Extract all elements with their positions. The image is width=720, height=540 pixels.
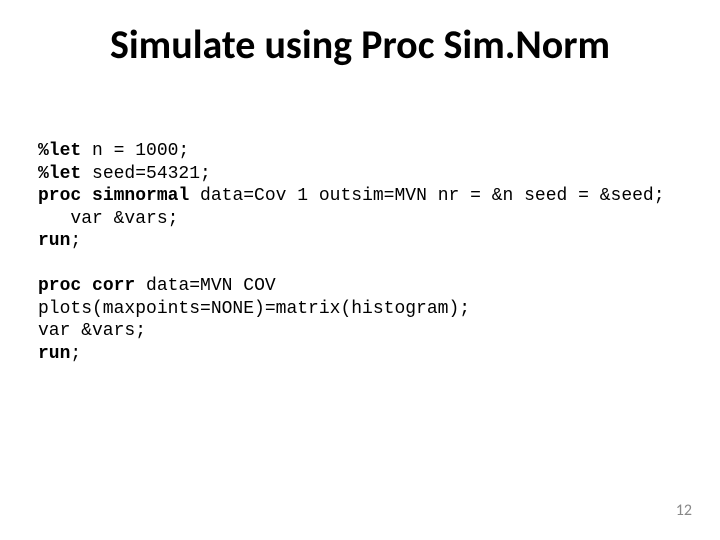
kw-let-1: %let	[38, 141, 81, 161]
code-text: n = 1000;	[81, 141, 189, 161]
code-text: ;	[70, 231, 81, 251]
code-line-1: %let n = 1000;	[38, 141, 189, 161]
kw-corr: corr	[92, 276, 135, 296]
code-line-5: run;	[38, 231, 81, 251]
code-line-4: var &vars;	[38, 209, 178, 229]
kw-proc-2: proc	[38, 276, 81, 296]
code-text: ;	[70, 344, 81, 364]
kw-simnormal: simnormal	[92, 186, 189, 206]
code-line-9: run;	[38, 344, 81, 364]
kw-proc-1: proc	[38, 186, 81, 206]
code-line-8: var &vars;	[38, 321, 146, 341]
code-text	[81, 186, 92, 206]
code-line-3: proc simnormal data=Cov 1 outsim=MVN nr …	[38, 186, 665, 206]
code-line-2: %let seed=54321;	[38, 164, 211, 184]
code-line-6: proc corr data=MVN COV	[38, 276, 276, 296]
kw-run-2: run	[38, 344, 70, 364]
code-blank	[38, 254, 49, 274]
code-text	[81, 276, 92, 296]
code-text: seed=54321;	[81, 164, 211, 184]
kw-let-2: %let	[38, 164, 81, 184]
slide: Simulate using Proc Sim.Norm %let n = 10…	[0, 0, 720, 540]
code-line-7: plots(maxpoints=NONE)=matrix(histogram);	[38, 299, 470, 319]
page-number: 12	[676, 501, 692, 520]
code-text: data=Cov 1 outsim=MVN nr = &n seed = &se…	[189, 186, 664, 206]
page-title: Simulate using Proc Sim.Norm	[0, 20, 720, 69]
kw-run-1: run	[38, 231, 70, 251]
code-block: %let n = 1000; %let seed=54321; proc sim…	[38, 140, 665, 365]
code-text: data=MVN COV	[135, 276, 275, 296]
